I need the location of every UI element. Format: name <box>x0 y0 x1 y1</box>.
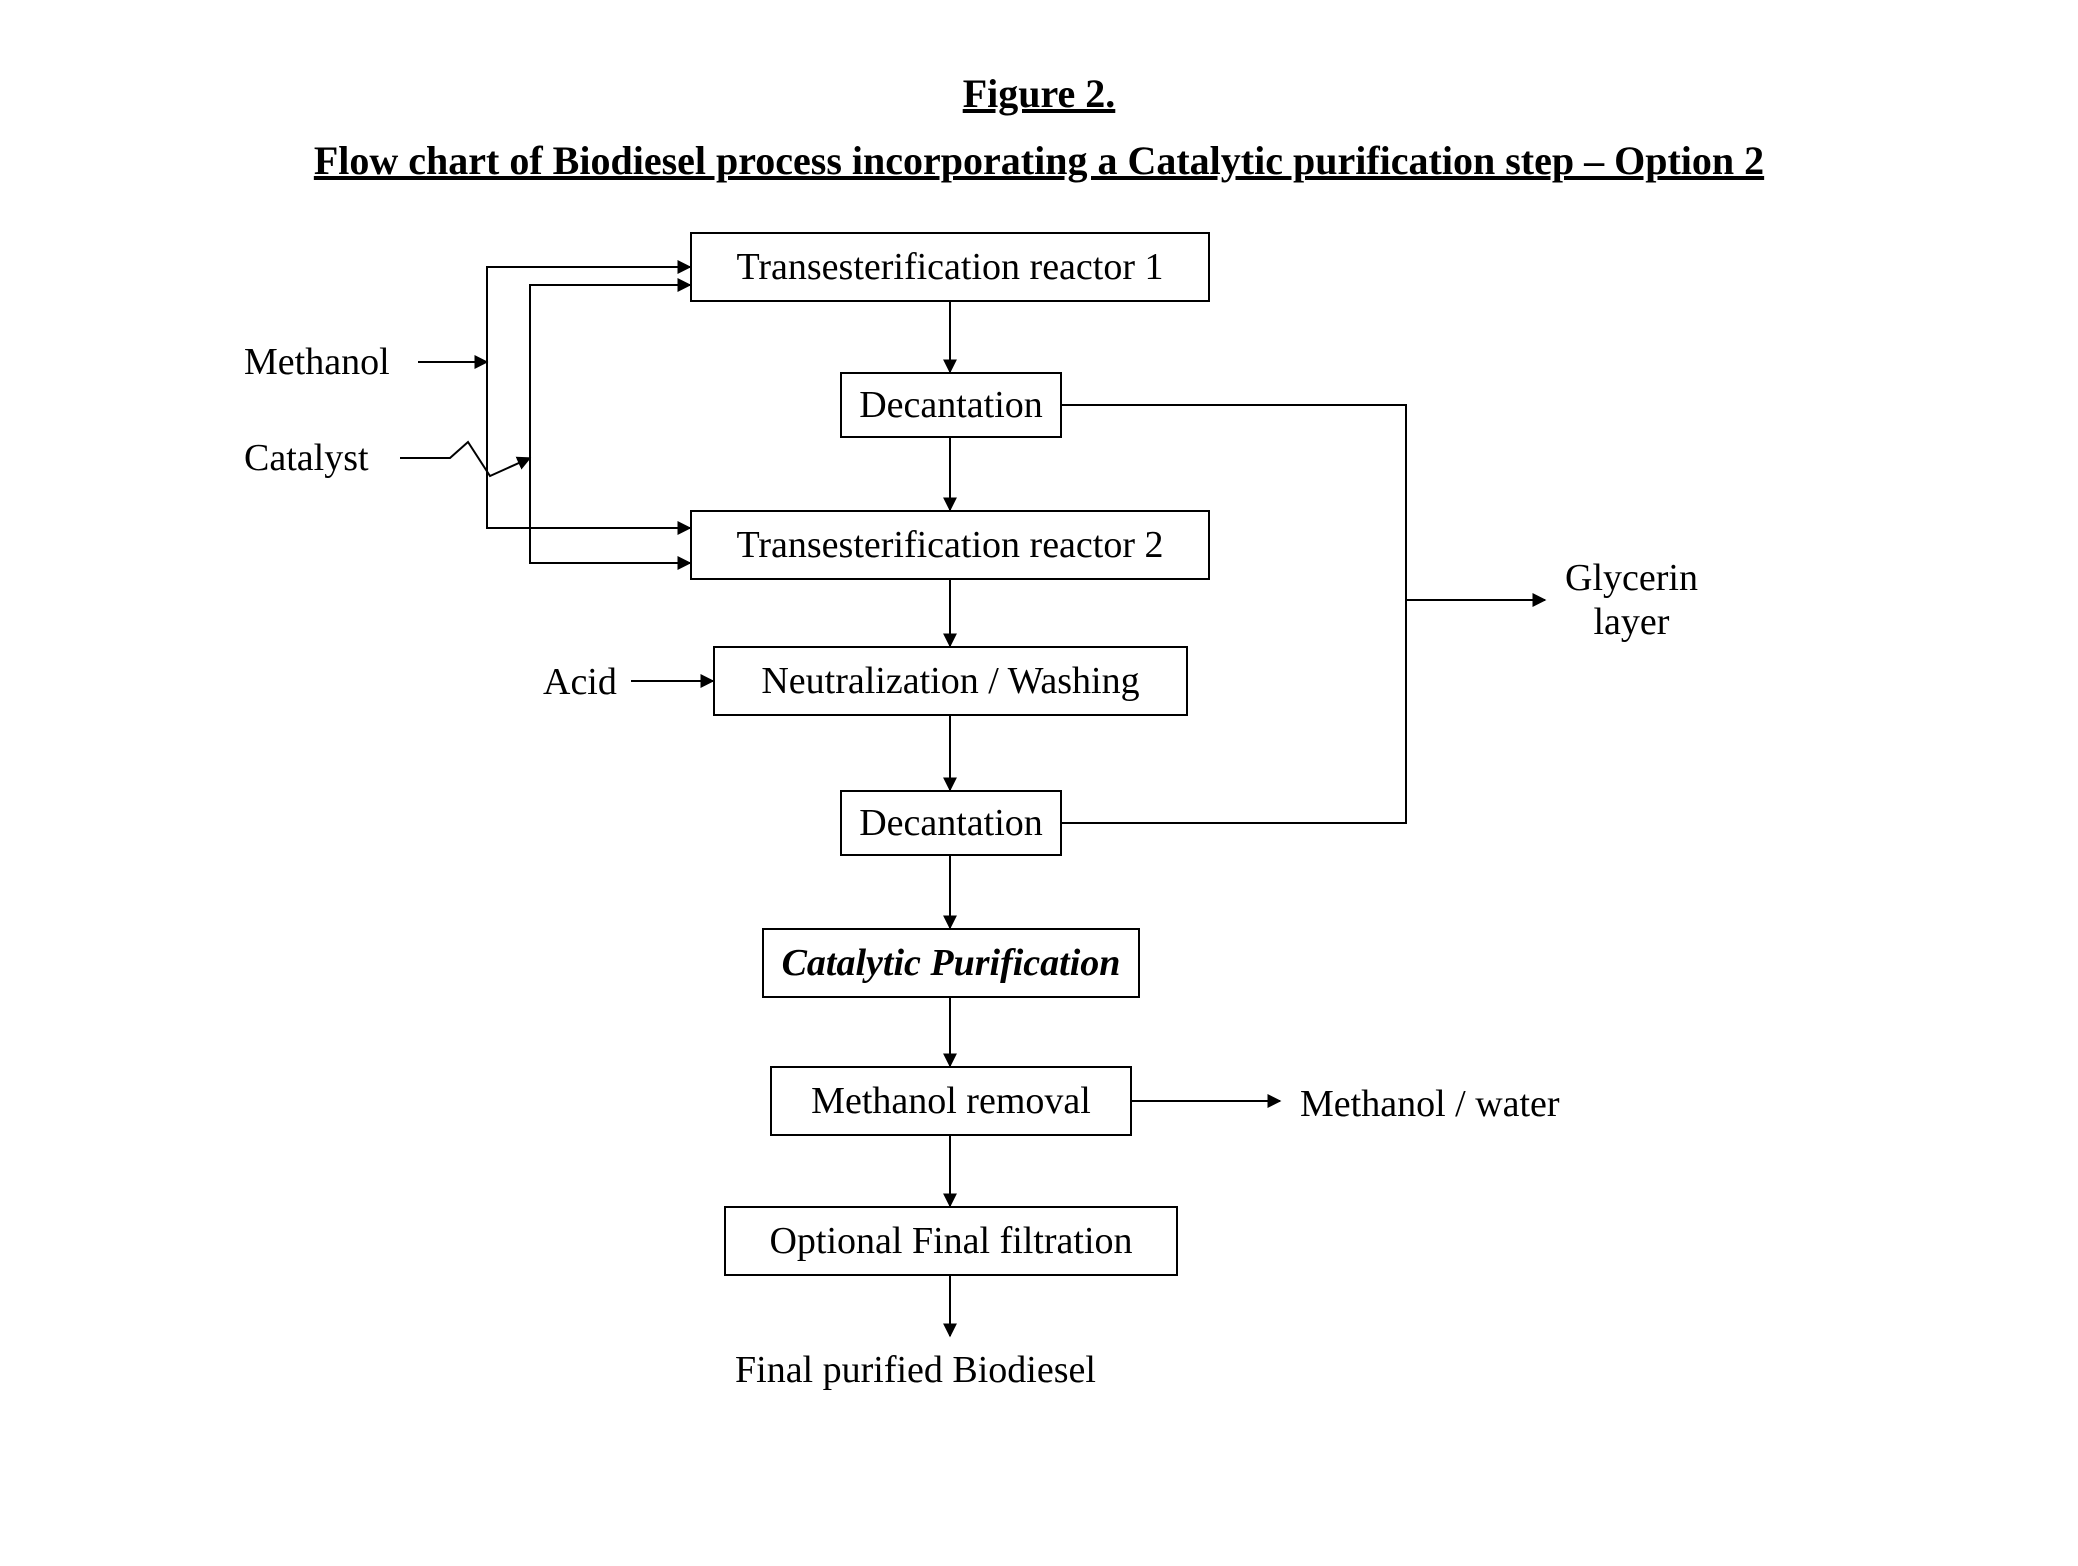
node-decant1: Decantation <box>840 372 1062 438</box>
node-reactor2: Transesterification reactor 2 <box>690 510 1210 580</box>
node-catpure: Catalytic Purification <box>762 928 1140 998</box>
edge-catalyst-in <box>400 442 530 476</box>
methanol-label: Methanol <box>244 340 390 384</box>
final-label: Final purified Biodiesel <box>735 1348 1096 1392</box>
node-reactor1: Transesterification reactor 1 <box>690 232 1210 302</box>
node-decant2: Decantation <box>840 790 1062 856</box>
node-neutral: Neutralization / Washing <box>713 646 1188 716</box>
flowchart-canvas: Figure 2. Flow chart of Biodiesel proces… <box>0 0 2078 1566</box>
node-methrem: Methanol removal <box>770 1066 1132 1136</box>
edge-feed-to-r1b <box>530 285 690 458</box>
acid-label: Acid <box>543 660 617 704</box>
edge-feed-to-r1 <box>487 267 690 362</box>
edge-feed-to-r2b <box>530 458 690 563</box>
meth-water-label: Methanol / water <box>1300 1082 1560 1126</box>
catalyst-label: Catalyst <box>244 436 369 480</box>
glycerin-label: Glycerin layer <box>1565 556 1698 644</box>
edge-feed-to-r2 <box>487 362 690 528</box>
node-filtration: Optional Final filtration <box>724 1206 1178 1276</box>
